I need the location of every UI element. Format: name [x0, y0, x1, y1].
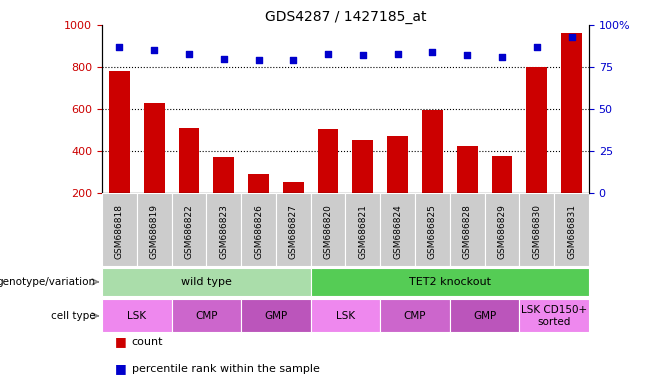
Bar [172, 193, 207, 266]
Text: wild type: wild type [181, 277, 232, 287]
Text: GSM686828: GSM686828 [463, 204, 472, 259]
Bar [450, 193, 484, 266]
Point [184, 50, 194, 56]
Text: CMP: CMP [404, 311, 426, 321]
Bar [492, 156, 513, 193]
Text: count: count [132, 337, 163, 347]
Bar [380, 193, 415, 266]
Text: GSM686824: GSM686824 [393, 204, 402, 259]
Point [497, 54, 507, 60]
Point [392, 50, 403, 56]
Text: GSM686827: GSM686827 [289, 204, 298, 259]
Text: GSM686831: GSM686831 [567, 204, 576, 259]
Bar [311, 193, 345, 266]
Bar [283, 182, 304, 193]
Point [149, 47, 159, 53]
Point [288, 57, 299, 63]
Point [357, 52, 368, 58]
Point [567, 34, 577, 40]
Bar [353, 139, 373, 193]
Text: GSM686825: GSM686825 [428, 204, 437, 259]
Bar [178, 128, 199, 193]
Text: LSK: LSK [336, 311, 355, 321]
Point [323, 50, 334, 56]
Bar [380, 300, 450, 332]
Bar [143, 103, 164, 193]
Text: LSK: LSK [127, 311, 146, 321]
Text: GSM686823: GSM686823 [219, 204, 228, 259]
Bar [345, 193, 380, 266]
Text: GMP: GMP [473, 311, 496, 321]
Text: GSM686829: GSM686829 [497, 204, 507, 259]
Bar [561, 33, 582, 193]
Text: LSK CD150+
sorted: LSK CD150+ sorted [521, 305, 587, 327]
Bar [102, 193, 137, 266]
Text: genotype/variation: genotype/variation [0, 277, 95, 287]
Text: GMP: GMP [265, 311, 288, 321]
Bar [422, 110, 443, 193]
Bar [387, 136, 408, 193]
Bar [415, 193, 450, 266]
Text: GSM686822: GSM686822 [184, 204, 193, 259]
Text: GSM686818: GSM686818 [115, 204, 124, 259]
Text: TET2 knockout: TET2 knockout [409, 277, 491, 287]
Bar [484, 193, 519, 266]
Bar [276, 193, 311, 266]
Text: ■: ■ [115, 335, 127, 348]
Bar [450, 300, 519, 332]
Bar [172, 300, 241, 332]
Bar [311, 268, 589, 296]
Bar [519, 193, 554, 266]
Bar [109, 71, 130, 193]
Text: GSM686819: GSM686819 [149, 204, 159, 259]
Text: percentile rank within the sample: percentile rank within the sample [132, 364, 320, 374]
Bar [102, 268, 311, 296]
Bar [318, 129, 338, 193]
Bar [519, 300, 589, 332]
Title: GDS4287 / 1427185_at: GDS4287 / 1427185_at [265, 10, 426, 24]
Bar [248, 174, 269, 193]
Text: cell type: cell type [51, 311, 95, 321]
Bar [554, 193, 589, 266]
Bar [457, 146, 478, 193]
Bar [213, 157, 234, 193]
Bar [207, 193, 241, 266]
Bar [526, 67, 547, 193]
Point [462, 52, 472, 58]
Text: GSM686820: GSM686820 [324, 204, 332, 259]
Text: CMP: CMP [195, 311, 218, 321]
Text: GSM686826: GSM686826 [254, 204, 263, 259]
Bar [102, 300, 172, 332]
Bar [137, 193, 172, 266]
Bar [241, 300, 311, 332]
Bar [311, 300, 380, 332]
Point [114, 44, 124, 50]
Point [253, 57, 264, 63]
Text: ■: ■ [115, 362, 127, 375]
Point [532, 44, 542, 50]
Text: GSM686821: GSM686821 [359, 204, 367, 259]
Point [218, 56, 229, 62]
Point [427, 49, 438, 55]
Text: GSM686830: GSM686830 [532, 204, 542, 259]
Bar [241, 193, 276, 266]
